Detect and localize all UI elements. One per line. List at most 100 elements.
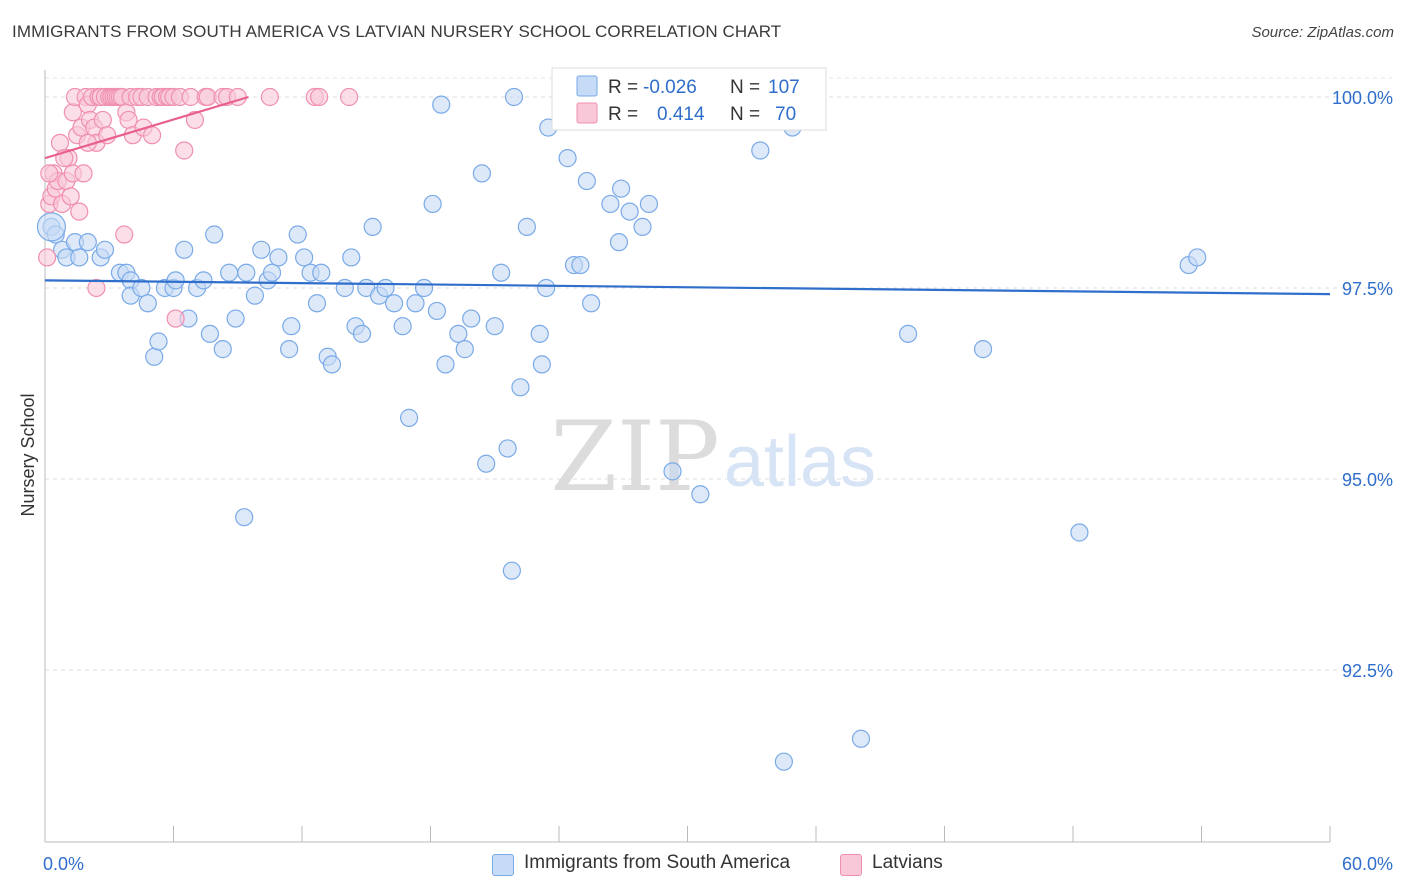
x-tick-label-start: 0.0% [43, 854, 84, 874]
immigrants-point-45 [335, 278, 354, 298]
latvians-point-46 [142, 126, 162, 145]
watermark-atlas: atlas [724, 422, 876, 502]
immigrants-point-42 [312, 263, 331, 282]
immigrants-point-54 [393, 317, 412, 336]
latvians-point-0 [38, 248, 57, 267]
immigrants-point-72 [511, 378, 530, 397]
immigrants-point-26 [213, 340, 232, 359]
immigrants-point-88 [620, 202, 639, 221]
source-label: Source: ZipAtlas.com [1251, 24, 1394, 41]
latvians-trend-line [44, 95, 249, 160]
latvians-point-24 [87, 278, 106, 298]
immigrants-point-41 [307, 294, 327, 313]
latvians-point-67 [40, 164, 59, 183]
immigrants-point-8 [95, 240, 115, 259]
immigrants-point-92 [663, 462, 682, 481]
immigrants-point-31 [245, 286, 264, 305]
trend-lines [44, 95, 1331, 296]
immigrants-point-65 [472, 164, 491, 183]
latvians-point-63 [260, 87, 279, 107]
immigrants-point-44 [322, 355, 342, 374]
immigrants-point-79 [558, 149, 577, 168]
immigrants-point-32 [252, 240, 271, 259]
immigrants-point-64 [462, 309, 481, 328]
immigrants-point-75 [532, 355, 551, 374]
legend-swatch-latvians [840, 854, 862, 876]
immigrants-point-81 [571, 255, 590, 275]
immigrants-point-34 [262, 263, 282, 282]
immigrants-point-55 [399, 408, 419, 427]
immigrants-point-74 [530, 324, 549, 343]
immigrants-point-50 [363, 217, 382, 236]
immigrants-point-37 [282, 317, 301, 336]
immigrants-point-93 [691, 485, 710, 504]
immigrants-point-86 [609, 233, 629, 252]
latvians-point-6 [50, 133, 70, 152]
legend-swatch-blue [576, 75, 598, 97]
legend-r-value-1: -0.026 [643, 77, 697, 98]
latvians-point-39 [119, 110, 138, 130]
immigrants-point-83 [582, 294, 601, 313]
immigrants-point-100 [851, 729, 871, 748]
legend-n-label-1: N = [730, 77, 760, 98]
immigrants-point-101 [898, 324, 918, 343]
immigrants-point-67 [485, 317, 504, 336]
latvians-point-55 [175, 141, 194, 160]
x-tick-labels: 0.0% 60.0% [43, 854, 1393, 874]
immigrants-point-71 [504, 87, 524, 107]
immigrants-point-28 [226, 309, 245, 328]
latvians-point-10 [61, 187, 80, 206]
immigrants-point-30 [237, 263, 256, 282]
immigrants-trend-line [44, 279, 1331, 296]
legend-box-frame [551, 67, 827, 131]
immigrants-large-point [36, 212, 67, 242]
immigrants-point-89 [633, 217, 652, 236]
latvians-point-57 [185, 110, 205, 130]
immigrants-point-46 [342, 248, 361, 267]
immigrants-point-69 [498, 439, 517, 458]
immigrants-point-105 [1188, 248, 1207, 267]
chart-title: IMMIGRANTS FROM SOUTH AMERICA VS LATVIAN… [12, 22, 782, 41]
legend-n-label-2: N = [730, 104, 760, 125]
immigrants-point-85 [601, 194, 620, 214]
y-tick-label-3: 92.5% [1342, 661, 1393, 681]
immigrants-point-52 [376, 278, 395, 298]
immigrants-point-96 [751, 141, 770, 160]
immigrants-point-23 [194, 271, 213, 290]
immigrants-point-15 [145, 347, 164, 366]
legend-box: R = -0.026 N = 107 R = 0.414 N = 70 [551, 67, 827, 131]
immigrants-point-58 [423, 194, 442, 214]
immigrants-point-36 [280, 340, 299, 359]
legend-r-label-1: R = [608, 77, 638, 98]
immigrants-point-6 [78, 233, 97, 252]
legend-swatch-immigrants [492, 854, 514, 876]
y-axis-label: Nursery School [18, 393, 38, 516]
immigrants-point-38 [288, 225, 307, 244]
immigrants-point-35 [269, 248, 288, 267]
watermark: ZIP atlas [550, 401, 876, 513]
latvians-point-65 [310, 87, 329, 107]
latvians-point-37 [115, 225, 134, 244]
immigrants-point-5 [70, 248, 89, 267]
bottom-legend: Immigrants from South America Latvians [0, 850, 1406, 880]
y-tick-label-2: 95.0% [1342, 470, 1393, 490]
immigrants-point-13 [132, 278, 151, 298]
immigrants-point-73 [517, 217, 536, 236]
immigrants-point-48 [352, 324, 372, 343]
legend-r-label-2: R = [608, 104, 638, 125]
latvians-point-17 [74, 164, 93, 183]
legend-r-value-2: 0.414 [657, 104, 705, 125]
immigrants-point-68 [492, 263, 511, 282]
latvians-point-53 [166, 309, 185, 328]
immigrants-point-70 [502, 561, 521, 580]
latvians-point-15 [70, 202, 89, 221]
series-latvians-points [38, 87, 359, 328]
legend-swatch-pink [576, 102, 598, 124]
latvians-point-27 [93, 110, 112, 130]
immigrants-point-59 [427, 301, 447, 321]
immigrants-point-19 [166, 271, 185, 290]
immigrants-point-103 [1070, 523, 1089, 542]
immigrants-point-91 [639, 194, 659, 214]
legend-n-value-2: 70 [775, 104, 796, 125]
